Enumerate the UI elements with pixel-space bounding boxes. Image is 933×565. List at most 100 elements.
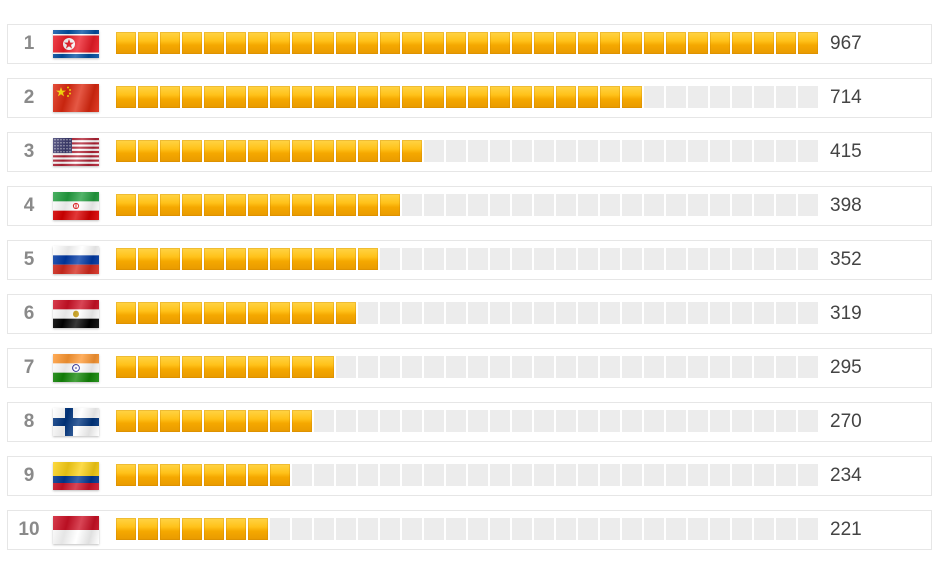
bar-segment-empty xyxy=(424,194,444,216)
bar-segment-empty xyxy=(512,518,532,540)
bar-segment-filled xyxy=(314,194,334,216)
bar-segment-empty xyxy=(578,302,598,324)
bar-segment-filled xyxy=(160,86,180,108)
bar-segment-filled xyxy=(182,356,202,378)
bar-segment-empty xyxy=(732,356,752,378)
bar-segment-empty xyxy=(424,302,444,324)
bar-segment-empty xyxy=(358,410,378,432)
bar-segment-empty xyxy=(644,248,664,270)
bar-segment-filled xyxy=(204,32,224,54)
bar-segment-empty xyxy=(666,518,686,540)
ranking-row: 2 714 xyxy=(7,78,932,118)
bar-segment-filled xyxy=(204,140,224,162)
rank-label: 2 xyxy=(23,87,35,108)
bar-segment-filled xyxy=(512,86,532,108)
bar-segment-filled xyxy=(534,32,554,54)
bar-segment-empty xyxy=(776,356,796,378)
bar-segment-empty xyxy=(380,302,400,324)
bar-segment-filled xyxy=(622,32,642,54)
bar-segment-filled xyxy=(226,356,246,378)
bar-segment-empty xyxy=(798,194,818,216)
bar-segment-filled xyxy=(490,32,510,54)
bar-segment-empty xyxy=(754,248,774,270)
bar-segment-empty xyxy=(644,86,664,108)
bar-segment-filled xyxy=(226,410,246,432)
bar-segment-empty xyxy=(732,86,752,108)
bar-segment-empty xyxy=(490,248,510,270)
value-label: 270 xyxy=(830,411,862,432)
bar-segment-filled xyxy=(270,194,290,216)
bar-segment-filled xyxy=(336,194,356,216)
ranking-row: 5 352 xyxy=(7,240,932,280)
bar-segment-empty xyxy=(424,248,444,270)
bar-segment-empty xyxy=(600,302,620,324)
bar-segment-filled xyxy=(226,194,246,216)
bar-segment-empty xyxy=(402,248,422,270)
bar-segment-filled xyxy=(226,518,246,540)
bar-segment-empty xyxy=(556,356,576,378)
bar-segment-filled xyxy=(116,32,136,54)
bar-segment-empty xyxy=(710,518,730,540)
bar-segment-filled xyxy=(292,86,312,108)
bar-segment-filled xyxy=(160,194,180,216)
value-label: 415 xyxy=(830,141,862,162)
bar-segment-empty xyxy=(534,194,554,216)
bar-segment-empty xyxy=(446,194,466,216)
bar-segment-empty xyxy=(732,410,752,432)
bar-segment-filled xyxy=(446,32,466,54)
bar-segment-empty xyxy=(512,356,532,378)
bar-segment-empty xyxy=(600,248,620,270)
bar-segment-empty xyxy=(336,410,356,432)
bar-segment-empty xyxy=(314,518,334,540)
bar-segment-filled xyxy=(138,356,158,378)
bar-segment-filled xyxy=(248,32,268,54)
bar-track xyxy=(116,194,820,216)
bar-segment-empty xyxy=(512,302,532,324)
bar-segment-empty xyxy=(402,194,422,216)
flag-china-icon xyxy=(53,84,99,112)
bar-segment-empty xyxy=(292,518,312,540)
bar-segment-empty xyxy=(666,302,686,324)
bar-segment-filled xyxy=(182,518,202,540)
bar-segment-empty xyxy=(622,302,642,324)
bar-segment-empty xyxy=(776,410,796,432)
bar-segment-filled xyxy=(182,32,202,54)
bar-segment-empty xyxy=(754,356,774,378)
bar-segment-filled xyxy=(226,248,246,270)
bar-segment-filled xyxy=(248,86,268,108)
bar-segment-empty xyxy=(666,464,686,486)
bar-segment-empty xyxy=(710,86,730,108)
bar-segment-filled xyxy=(116,194,136,216)
bar-segment-filled xyxy=(248,518,268,540)
flag-colombia-icon xyxy=(53,462,99,490)
bar-segment-empty xyxy=(468,140,488,162)
bar-segment-filled xyxy=(402,86,422,108)
bar-segment-empty xyxy=(446,356,466,378)
bar-segment-filled xyxy=(116,356,136,378)
bar-segment-filled xyxy=(358,140,378,162)
bar-segment-empty xyxy=(732,140,752,162)
bar-segment-empty xyxy=(468,464,488,486)
rank-label: 8 xyxy=(23,411,35,432)
value-label: 295 xyxy=(830,357,862,378)
bar-segment-empty xyxy=(336,464,356,486)
bar-segment-empty xyxy=(358,356,378,378)
bar-segment-filled xyxy=(226,32,246,54)
bar-segment-filled xyxy=(160,32,180,54)
flag-iran-icon xyxy=(53,192,99,220)
bar-segment-empty xyxy=(556,518,576,540)
bar-track xyxy=(116,464,820,486)
bar-segment-empty xyxy=(314,464,334,486)
bar-segment-filled xyxy=(182,410,202,432)
bar-track xyxy=(116,86,820,108)
bar-segment-filled xyxy=(248,410,268,432)
bar-segment-empty xyxy=(710,410,730,432)
bar-segment-filled xyxy=(336,32,356,54)
bar-segment-empty xyxy=(446,140,466,162)
bar-segment-empty xyxy=(358,464,378,486)
bar-segment-empty xyxy=(468,194,488,216)
bar-segment-filled xyxy=(204,410,224,432)
bar-segment-filled xyxy=(292,248,312,270)
bar-segment-empty xyxy=(534,302,554,324)
bar-segment-filled xyxy=(248,248,268,270)
